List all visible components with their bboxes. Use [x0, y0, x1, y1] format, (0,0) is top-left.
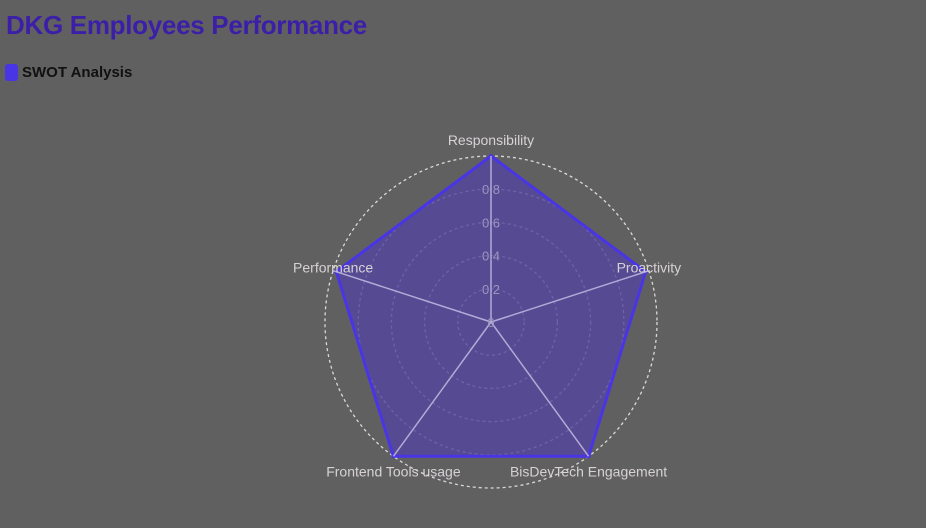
radial-tick-labels: 0 0.2 0.4 0.6 0.8 [482, 182, 500, 330]
axis-label-performance: Performance [293, 260, 373, 276]
axis-label-responsibility: Responsibility [448, 132, 534, 148]
chart-title: DKG Employees Performance [6, 10, 367, 40]
axis-label-frontend-tools-usage: Frontend Tools usage [326, 463, 461, 479]
tick-label: 0.4 [482, 249, 500, 264]
axis-label-bisdevtech-engagement: BisDevTech Engagement [510, 463, 667, 479]
tick-label: 0.6 [482, 215, 500, 230]
legend-swatch-swot-analysis[interactable] [5, 64, 18, 81]
spoke-performance [332, 269, 492, 323]
radar-spokes [332, 156, 650, 457]
axis-labels: Responsibility Proactivity BisDevTech Enga… [293, 132, 681, 479]
tick-label: 0.8 [482, 182, 500, 197]
spoke-frontend-tools-usage [392, 321, 492, 457]
tick-label: 0 [487, 315, 494, 330]
legend[interactable]: SWOT Analysis [5, 64, 132, 81]
legend-label-swot-analysis[interactable]: SWOT Analysis [22, 64, 133, 81]
axis-label-proactivity: Proactivity [617, 260, 682, 276]
spoke-proactivity [490, 269, 650, 323]
spoke-bisdevtech-engagement [490, 321, 590, 457]
tick-label: 0.2 [482, 282, 500, 297]
